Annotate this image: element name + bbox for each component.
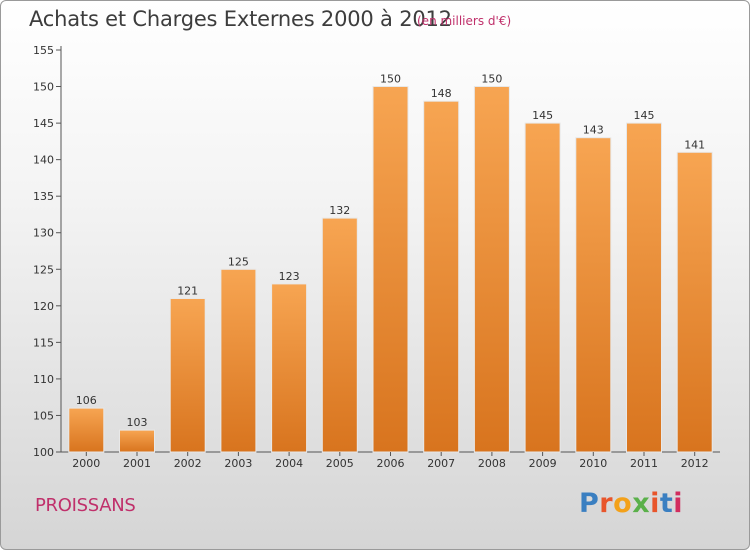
- x-tick-label: 2012: [681, 457, 709, 470]
- y-tick-label: 150: [33, 81, 54, 94]
- bar-value-label: 121: [177, 285, 198, 298]
- y-tick-label: 135: [33, 190, 54, 203]
- bar-2012: [676, 151, 713, 453]
- y-tick-label: 105: [33, 409, 54, 422]
- bar-2007: [423, 100, 460, 453]
- bar-2010: [575, 137, 612, 453]
- bar-2003: [220, 268, 257, 453]
- x-tick-label: 2009: [529, 457, 557, 470]
- bar-value-label: 132: [329, 204, 350, 217]
- logo-letter: i: [673, 488, 684, 519]
- y-tick-label: 110: [33, 373, 54, 386]
- y-tick-label: 155: [33, 44, 54, 57]
- bar-value-label: 123: [279, 270, 300, 283]
- x-tick-label: 2001: [123, 457, 151, 470]
- logo-letter: P: [579, 488, 600, 519]
- y-tick-label: 120: [33, 300, 54, 313]
- y-tick-label: 100: [33, 446, 54, 459]
- x-tick-label: 2006: [377, 457, 405, 470]
- bar-value-label: 106: [76, 394, 97, 407]
- y-tick-label: 130: [33, 227, 54, 240]
- x-tick-label: 2003: [224, 457, 252, 470]
- x-tick-label: 2007: [427, 457, 455, 470]
- proxiti-logo[interactable]: Proxiti: [579, 488, 683, 519]
- bar-2011: [626, 122, 662, 453]
- x-tick-label: 2008: [478, 457, 506, 470]
- chart-unit: (en milliers d'€): [417, 14, 512, 28]
- bar-2009: [524, 122, 561, 453]
- x-tick-label: 2000: [72, 457, 100, 470]
- bar-2008: [473, 86, 510, 453]
- chart-title: Achats et Charges Externes 2000 à 2012: [29, 7, 452, 31]
- bar-value-label: 150: [481, 73, 502, 86]
- x-tick-label: 2004: [275, 457, 303, 470]
- bar-2000: [68, 407, 105, 453]
- commune-name: PROISSANS: [35, 495, 136, 516]
- bar-value-label: 103: [127, 416, 148, 429]
- logo-letter: o: [613, 488, 633, 519]
- bar-2005: [321, 217, 358, 453]
- logo-letter: t: [659, 488, 674, 519]
- bar-2001: [119, 429, 155, 453]
- bar-value-label: 143: [583, 124, 604, 137]
- bar-2004: [271, 283, 308, 453]
- y-tick-label: 140: [33, 154, 54, 167]
- bar-value-label: 148: [431, 87, 452, 100]
- x-tick-label: 2011: [630, 457, 658, 470]
- bar-value-label: 145: [532, 109, 553, 122]
- bar-value-label: 141: [684, 138, 705, 151]
- x-tick-label: 2002: [174, 457, 202, 470]
- x-tick-label: 2010: [579, 457, 607, 470]
- bar-value-label: 150: [380, 73, 401, 86]
- logo-letter: i: [650, 488, 660, 519]
- logo-letter: r: [599, 488, 614, 519]
- y-tick-label: 115: [33, 336, 54, 349]
- bar-value-label: 145: [634, 109, 655, 122]
- bar-2002: [169, 298, 206, 453]
- y-tick-label: 125: [33, 263, 54, 276]
- y-tick-label: 145: [33, 117, 54, 130]
- bar-value-label: 125: [228, 255, 249, 268]
- logo-letter: x: [632, 488, 651, 519]
- bar-2006: [372, 86, 409, 453]
- x-tick-label: 2005: [326, 457, 354, 470]
